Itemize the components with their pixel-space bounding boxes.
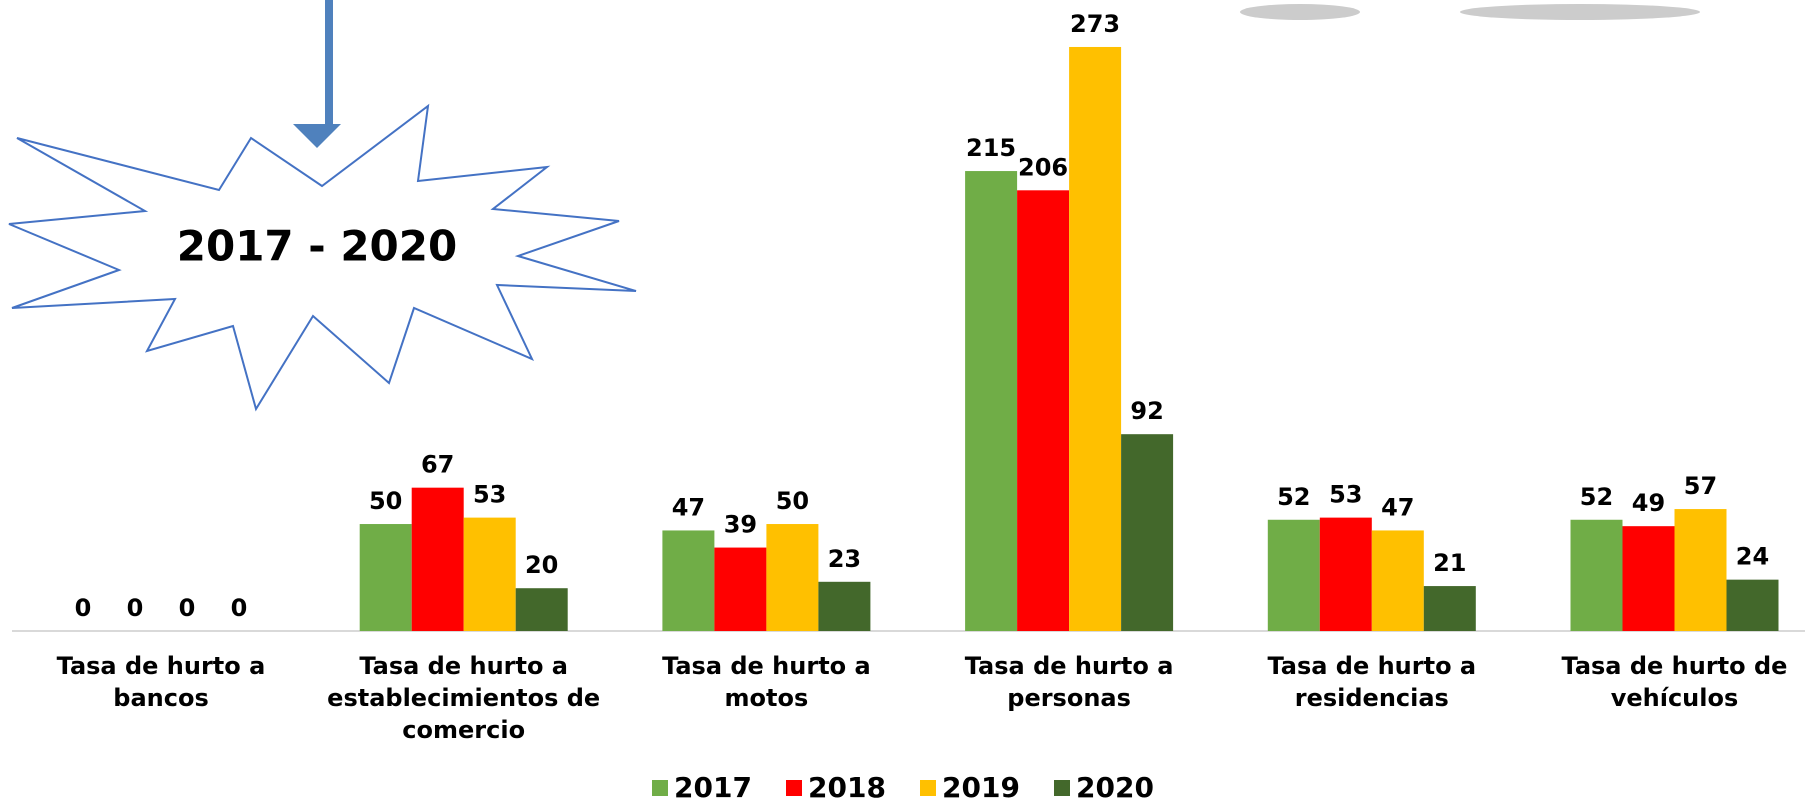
legend-swatch	[1054, 780, 1070, 796]
bar	[359, 524, 412, 631]
bar	[965, 171, 1018, 631]
bar	[1319, 517, 1372, 631]
legend-label: 2017	[674, 771, 752, 804]
x-tick-label: Tasa de hurto a establecimientos de come…	[327, 652, 601, 744]
bar	[411, 487, 464, 631]
value-label: 92	[1130, 397, 1163, 425]
value-label: 20	[525, 551, 558, 579]
legend-label: 2020	[1076, 771, 1154, 804]
legend-label: 2019	[942, 771, 1020, 804]
legend-swatch	[652, 780, 668, 796]
value-label: 206	[1018, 153, 1068, 181]
bar	[463, 517, 516, 631]
value-label: 50	[776, 487, 809, 515]
x-tick-label: Tasa de hurto a personas	[964, 652, 1174, 712]
value-label: 23	[828, 545, 861, 573]
value-label: 50	[369, 487, 402, 515]
value-label: 53	[473, 481, 506, 509]
decor-shadow	[1460, 4, 1700, 20]
bar	[1570, 519, 1623, 631]
arrow-head	[293, 124, 341, 148]
bar	[1069, 46, 1122, 632]
value-label: 0	[127, 594, 144, 622]
x-tick-label: Tasa de hurto a residencias	[1267, 652, 1477, 712]
value-label: 57	[1684, 472, 1717, 500]
value-label: 273	[1070, 10, 1120, 38]
value-label: 215	[966, 134, 1016, 162]
bar	[1726, 579, 1779, 631]
value-label: 0	[75, 594, 92, 622]
value-label: 52	[1580, 483, 1613, 511]
bar	[515, 588, 568, 631]
bar	[1622, 526, 1675, 631]
value-label: 53	[1329, 481, 1362, 509]
legend-swatch	[786, 780, 802, 796]
value-label: 52	[1277, 483, 1310, 511]
value-label: 21	[1433, 549, 1466, 577]
x-tick-label: Tasa de hurto de vehículos	[1561, 652, 1788, 712]
bar	[1371, 530, 1424, 631]
bar	[1017, 190, 1070, 632]
value-label: 0	[231, 594, 248, 622]
value-label: 47	[672, 493, 705, 521]
bar	[766, 524, 819, 631]
bar	[662, 530, 715, 631]
value-label: 49	[1632, 489, 1665, 517]
value-label: 47	[1381, 493, 1414, 521]
bar	[714, 547, 767, 631]
decor-shadow	[1240, 4, 1360, 20]
value-label: 39	[724, 511, 757, 539]
value-label: 0	[179, 594, 196, 622]
value-label: 67	[421, 451, 454, 479]
x-tick-label: Tasa de hurto a motos	[662, 652, 871, 712]
annotation: 2017 - 2020	[177, 222, 457, 271]
bar	[1674, 509, 1727, 631]
legend-swatch	[920, 780, 936, 796]
bar	[1121, 434, 1174, 631]
starburst	[8, 103, 637, 412]
bar	[818, 581, 871, 631]
x-tick-label: Tasa de hurto a bancos	[56, 652, 266, 712]
bar	[1423, 586, 1476, 631]
bar	[1267, 519, 1320, 631]
value-label: 24	[1736, 543, 1769, 571]
legend-label: 2018	[808, 771, 886, 804]
